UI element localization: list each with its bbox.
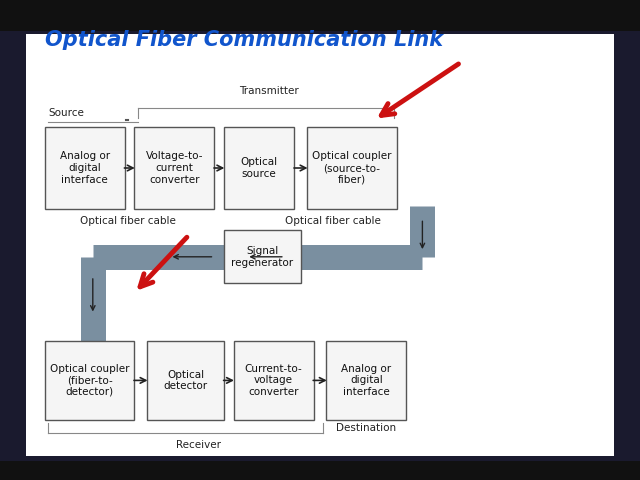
Text: Destination: Destination xyxy=(336,423,396,433)
FancyBboxPatch shape xyxy=(147,341,224,420)
Text: Optical coupler
(source-to-
fiber): Optical coupler (source-to- fiber) xyxy=(312,151,392,185)
Text: Optical
source: Optical source xyxy=(241,157,278,179)
Text: Optical coupler
(fiber-to-
detector): Optical coupler (fiber-to- detector) xyxy=(50,364,129,397)
Text: Analog or
digital
interface: Analog or digital interface xyxy=(341,364,392,397)
FancyBboxPatch shape xyxy=(307,127,397,209)
Text: Signal
regenerator: Signal regenerator xyxy=(231,246,294,268)
Bar xyxy=(0,461,640,480)
Text: Current-to-
voltage
converter: Current-to- voltage converter xyxy=(244,364,303,397)
Text: Analog or
digital
interface: Analog or digital interface xyxy=(60,151,110,185)
Text: Optical
detector: Optical detector xyxy=(164,370,207,391)
FancyBboxPatch shape xyxy=(224,230,301,283)
FancyBboxPatch shape xyxy=(326,341,406,420)
FancyBboxPatch shape xyxy=(234,341,314,420)
Text: Optical Fiber Communication Link: Optical Fiber Communication Link xyxy=(45,30,443,50)
Bar xyxy=(0,0,640,31)
FancyBboxPatch shape xyxy=(45,127,125,209)
FancyBboxPatch shape xyxy=(45,341,134,420)
Text: Voltage-to-
current
converter: Voltage-to- current converter xyxy=(146,151,203,185)
Text: Receiver: Receiver xyxy=(176,440,221,450)
FancyBboxPatch shape xyxy=(134,127,214,209)
Text: Optical fiber cable: Optical fiber cable xyxy=(80,216,176,226)
Text: Optical fiber cable: Optical fiber cable xyxy=(285,216,381,226)
Text: Transmitter: Transmitter xyxy=(239,86,299,96)
Bar xyxy=(26,34,614,456)
FancyBboxPatch shape xyxy=(224,127,294,209)
Text: Source: Source xyxy=(48,108,84,118)
